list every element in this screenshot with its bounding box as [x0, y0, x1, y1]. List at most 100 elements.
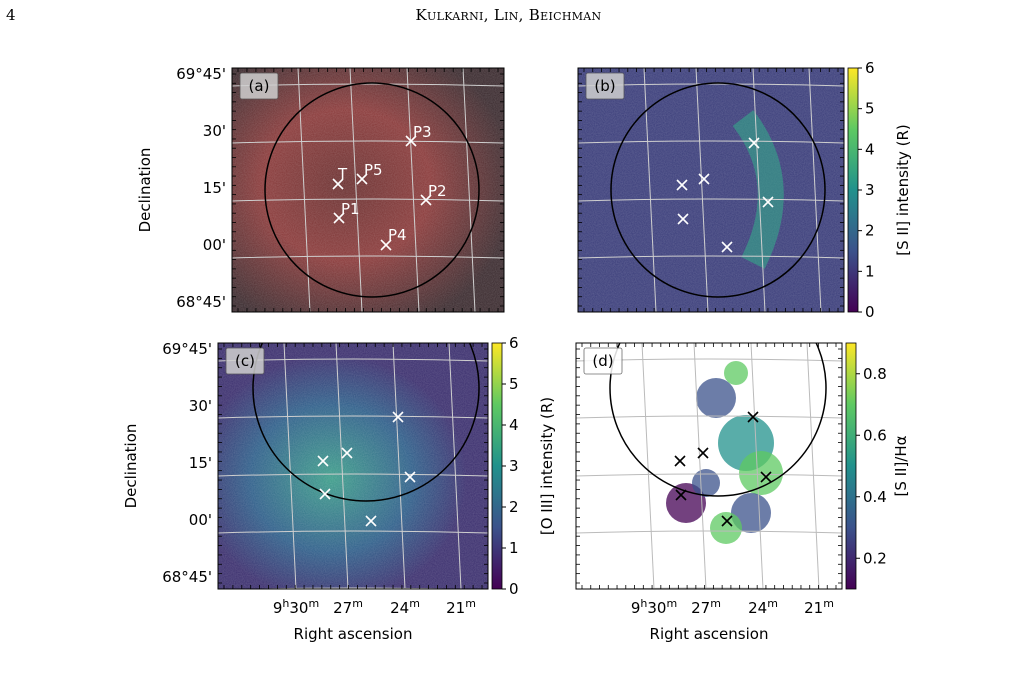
ra-tick-label: 21m [804, 597, 834, 617]
colorbar-tick-label: 0.6 [863, 426, 887, 444]
dec-tick-label: 68°45' [176, 293, 226, 311]
source-marker-p2 [404, 471, 416, 483]
ra-gridline [693, 343, 707, 589]
y-axis-title: Declination [122, 424, 140, 509]
ra-gridline [643, 68, 657, 312]
source-marker-p2 [420, 194, 432, 206]
ratio-blob [724, 361, 748, 385]
source-marker-t [674, 455, 686, 467]
colorbar-tick-label: 0.8 [863, 365, 887, 383]
ra-gridline [283, 343, 297, 589]
ra-tick-label: 27m [333, 597, 363, 617]
colorbar-tick-label: 6 [509, 334, 519, 352]
source-marker-p5 [697, 447, 709, 459]
source-label-p1: P1 [341, 200, 360, 218]
colorbar: 0 1 2 3 4 5 6 [O III] intensity (R) [491, 334, 556, 598]
ra-gridline [335, 343, 349, 589]
dec-gridline [576, 473, 842, 477]
panel-tag-box [239, 72, 279, 100]
y-axis-title: Declination [136, 148, 154, 233]
dec-gridline [576, 415, 842, 419]
colorbar-tick-label: 0.4 [863, 488, 887, 506]
source-marker-p5 [341, 447, 353, 459]
source-marker-p3 [392, 411, 404, 423]
ra-gridline [695, 68, 709, 312]
dec-gridline [218, 473, 488, 477]
panel-frame [577, 67, 845, 313]
colorbar-tick-label: 2 [865, 222, 875, 240]
colorbar-tick-label: 1 [865, 262, 875, 280]
source-marker-p2 [762, 196, 774, 208]
colorbar-tick-label: 5 [509, 375, 519, 393]
dec-tick-label: 15' [189, 454, 212, 472]
colorbar-tick-label: 0 [865, 303, 875, 321]
colorbar-tick-label: 5 [865, 100, 875, 118]
dec-gridline [218, 530, 488, 534]
colorbar-label: [S II] intensity (R) [894, 124, 912, 256]
dec-gridline [232, 255, 504, 259]
source-marker-p1 [677, 213, 689, 225]
source-marker-p3 [747, 411, 759, 423]
colorbar-tick-label: 4 [509, 416, 519, 434]
panel-b: (b) 0 1 2 3 4 5 6 [S II] intensity (R) [577, 59, 912, 321]
x-axis-title: Right ascension [294, 625, 413, 643]
source-marker-p4 [721, 241, 733, 253]
colorbar-tick-label: 6 [865, 59, 875, 77]
panel-frame [575, 342, 843, 590]
panel-tag: (c) [235, 352, 255, 370]
dec-gridline [576, 530, 842, 534]
source-label-p5: P5 [364, 161, 383, 179]
panel-tag: (a) [249, 77, 270, 95]
source-label-p3: P3 [413, 123, 432, 141]
panel-tag: (b) [594, 77, 615, 95]
panel-frame [217, 342, 489, 590]
noise-texture [232, 68, 504, 312]
panel-c: (c) 69°45' 30' 15' 00' 68°45' Declination 9h30m… [122, 334, 556, 643]
dec-tick-label: 15' [203, 179, 226, 197]
colorbar-gradient [491, 342, 503, 590]
panel-a: (a) T P1 P2 P3 P4 P5 69°45' 30' 15' 00' 68°45' Decli… [136, 65, 505, 313]
source-marker-p1 [319, 488, 331, 500]
ra-tick-label: 21m [446, 597, 476, 617]
source-marker-p4 [721, 515, 733, 527]
ra-gridline [806, 343, 820, 589]
source-marker-p3 [405, 135, 417, 147]
panel-tag-box [225, 347, 265, 375]
panel-tag-box [583, 347, 623, 375]
panels-layer: (a) T P1 P2 P3 P4 P5 69°45' 30' 15' 00' 68°45' Decli… [122, 59, 912, 643]
dec-gridline [236, 587, 470, 589]
ra-gridline [462, 68, 476, 312]
ra-gridline [750, 343, 764, 589]
panel-tag: (d) [592, 352, 613, 370]
colorbar-tick-label: 2 [509, 498, 519, 516]
source-marker-p1 [675, 489, 687, 501]
colorbar-tick-label: 3 [509, 457, 519, 475]
page-number: 4 [6, 6, 16, 24]
field-circle [252, 343, 480, 502]
ra-gridline [641, 343, 655, 589]
source-marker-t [332, 178, 344, 190]
ra-gridline [752, 68, 766, 312]
colorbar: 0 1 2 3 4 5 6 [S II] intensity (R) [847, 59, 912, 321]
colorbar-tick-label: 0 [509, 580, 519, 598]
noise-texture [218, 343, 488, 589]
colorbar-gradient [845, 342, 857, 590]
source-marker-t [676, 179, 688, 191]
source-marker-t [317, 455, 329, 467]
source-label-t: T [337, 165, 348, 183]
dec-gridline [218, 415, 488, 419]
dec-tick-label: 69°45' [176, 65, 226, 83]
ra-tick-label: 24m [748, 597, 778, 617]
colorbar-tick-label: 1 [509, 539, 519, 557]
dec-tick-label: 69°45' [162, 340, 212, 358]
colorbar-gradient [847, 67, 859, 313]
ra-tick-label: 24m [390, 597, 420, 617]
dec-tick-label: 30' [189, 397, 212, 415]
source-marker-p4 [380, 239, 392, 251]
sii-shell-emission [732, 110, 784, 269]
dec-gridline [578, 140, 844, 144]
page-header: 4 Kulkarni, Lin, Beichman [0, 0, 1017, 30]
source-label-p4: P4 [388, 226, 407, 244]
dec-gridline [578, 255, 844, 259]
